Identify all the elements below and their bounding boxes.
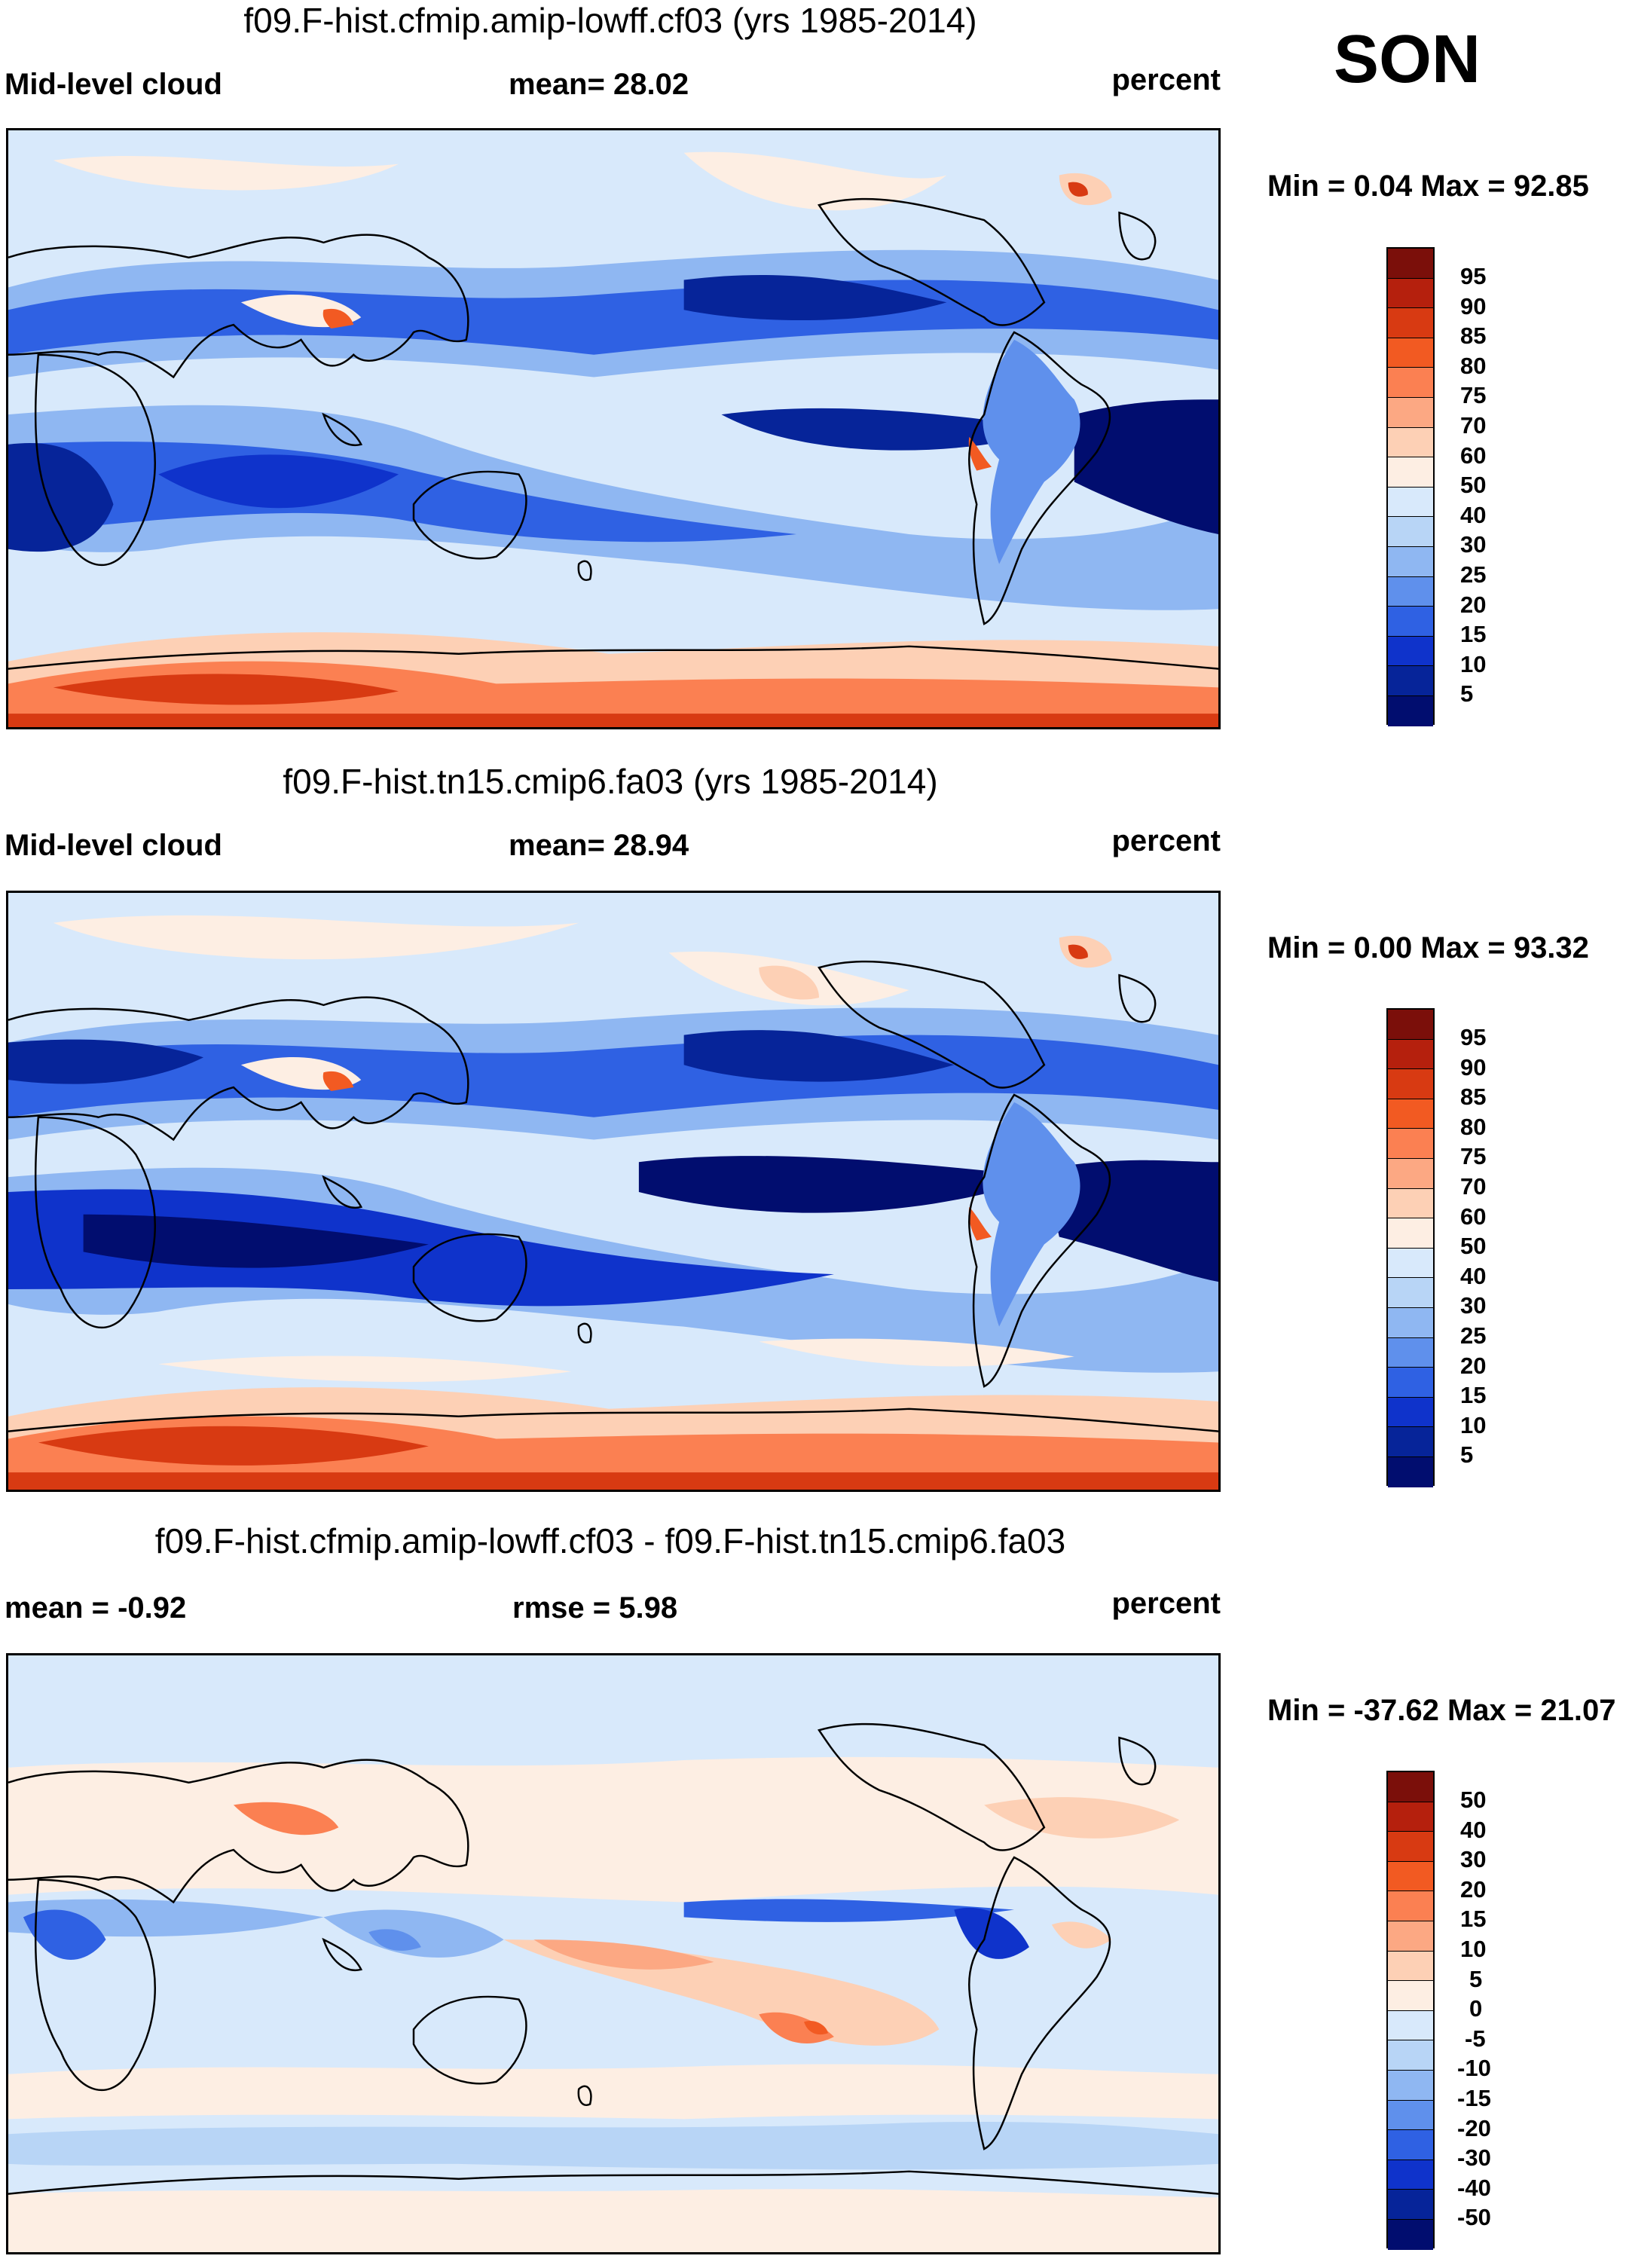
panel1-colorbar — [1386, 247, 1435, 726]
panel2-mean-label: mean= 28.94 — [509, 829, 689, 862]
panel1-colorbar-tick: 25 — [1460, 561, 1487, 588]
panel1-colorbar-tick: 30 — [1460, 531, 1487, 558]
panel2-colorbar — [1386, 1008, 1435, 1487]
panel1-colorbar-tick: 10 — [1460, 651, 1487, 677]
panel3-minmax: Min = -37.62 Max = 21.07 — [1267, 1694, 1616, 1727]
panel2-minmax: Min = 0.00 Max = 93.32 — [1267, 931, 1589, 964]
panel3-colorbar-tick: 5 — [1469, 1966, 1483, 1992]
panel3-colorbar-tick: -5 — [1465, 2025, 1486, 2052]
panel3-colorbar-tick: 10 — [1460, 1936, 1487, 1962]
panel3-colorbar-tick: -20 — [1457, 2115, 1491, 2141]
panel2-colorbar-tick: 25 — [1460, 1322, 1487, 1349]
panel2-colorbar-tick: 60 — [1460, 1203, 1487, 1230]
panel3-units-label: percent — [1111, 1587, 1221, 1620]
panel1-colorbar-tick: 95 — [1460, 263, 1487, 289]
panel3-colorbar-tick: -50 — [1457, 2204, 1491, 2230]
panel3-map — [6, 1653, 1221, 2254]
panel1-units-label: percent — [1111, 63, 1221, 96]
panel1-colorbar-tick: 70 — [1460, 412, 1487, 439]
panel3-colorbar-tick: 15 — [1460, 1906, 1487, 1932]
panel1-colorbar-tick: 80 — [1460, 353, 1487, 379]
panel2-colorbar-tick: 75 — [1460, 1143, 1487, 1169]
panel1-title: f09.F-hist.cfmip.amip-lowff.cf03 (yrs 19… — [243, 1, 977, 40]
panel1-mean-label: mean= 28.02 — [509, 68, 689, 101]
panel1-map — [6, 128, 1221, 729]
panel3-colorbar-tick: -15 — [1457, 2085, 1491, 2111]
panel2-units-label: percent — [1111, 824, 1221, 857]
panel1-colorbar-tick: 85 — [1460, 322, 1487, 349]
panel3-colorbar-tick: -40 — [1457, 2175, 1491, 2201]
panel2-title: f09.F-hist.tn15.cmip6.fa03 (yrs 1985-201… — [283, 762, 938, 801]
panel2-colorbar-tick: 20 — [1460, 1353, 1487, 1379]
panel1-colorbar-tick: 50 — [1460, 472, 1487, 498]
panel3-colorbar-tick: 40 — [1460, 1817, 1487, 1843]
panel2-map — [6, 891, 1221, 1492]
panel2-colorbar-tick: 90 — [1460, 1054, 1487, 1081]
panel1-colorbar-tick: 60 — [1460, 442, 1487, 469]
panel2-colorbar-tick: 70 — [1460, 1173, 1487, 1200]
panel1-variable-label: Mid-level cloud — [5, 68, 222, 101]
panel3-colorbar-tick: -10 — [1457, 2055, 1491, 2081]
panel1-minmax: Min = 0.04 Max = 92.85 — [1267, 170, 1589, 203]
panel3-colorbar-tick: 50 — [1460, 1787, 1487, 1813]
panel2-colorbar-tick: 50 — [1460, 1233, 1487, 1259]
panel1-colorbar-tick: 20 — [1460, 591, 1487, 618]
panel3-colorbar-tick: 30 — [1460, 1846, 1487, 1872]
season-label: SON — [1334, 22, 1481, 97]
panel2-colorbar-tick: 85 — [1460, 1084, 1487, 1110]
panel1-colorbar-tick: 90 — [1460, 293, 1487, 319]
panel3-colorbar — [1386, 1771, 1435, 2250]
panel2-colorbar-tick: 10 — [1460, 1412, 1487, 1438]
panel3-title: f09.F-hist.cfmip.amip-lowff.cf03 - f09.F… — [154, 1521, 1066, 1560]
panel2-colorbar-tick: 15 — [1460, 1382, 1487, 1408]
panel2-colorbar-tick: 95 — [1460, 1024, 1487, 1050]
panel2-colorbar-tick: 30 — [1460, 1292, 1487, 1319]
panel1-colorbar-tick: 75 — [1460, 382, 1487, 408]
panel3-colorbar-tick: 20 — [1460, 1876, 1487, 1903]
panel3-colorbar-tick: 0 — [1469, 1995, 1483, 2022]
panel2-colorbar-tick: 80 — [1460, 1114, 1487, 1140]
panel3-mean-label: mean = -0.92 — [5, 1591, 187, 1625]
panel1-colorbar-tick: 15 — [1460, 621, 1487, 647]
panel1-colorbar-tick: 5 — [1460, 680, 1474, 707]
panel3-rmse-label: rmse = 5.98 — [512, 1591, 678, 1625]
panel2-variable-label: Mid-level cloud — [5, 829, 222, 862]
panel2-colorbar-tick: 40 — [1460, 1263, 1487, 1289]
panel2-colorbar-tick: 5 — [1460, 1441, 1474, 1468]
panel3-colorbar-tick: -30 — [1457, 2144, 1491, 2171]
panel1-colorbar-tick: 40 — [1460, 502, 1487, 528]
